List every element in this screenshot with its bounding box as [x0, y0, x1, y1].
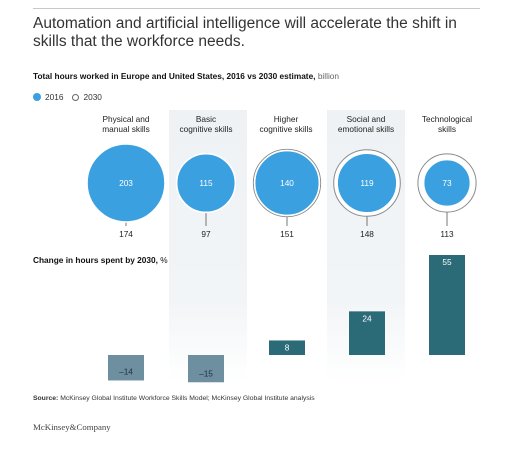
value-label-2016: 203 — [119, 178, 133, 188]
value-label-2016: 115 — [199, 178, 213, 188]
value-label-2016: 73 — [442, 178, 452, 188]
legend-item-2030: 2030 — [72, 92, 102, 102]
source-note: Source: McKinsey Global Institute Workfo… — [33, 395, 315, 402]
category-label-line: Social and — [346, 114, 386, 124]
change-bar — [269, 340, 305, 355]
brand-logo: McKinsey&Company — [33, 422, 111, 432]
legend: 2016 2030 — [33, 92, 111, 102]
value-label-2016: 119 — [360, 178, 374, 188]
change-bar-label: –14 — [119, 366, 133, 376]
category-label-line: Higher — [273, 114, 299, 124]
legend-item-2016: 2016 — [33, 92, 63, 102]
category-label-line: manual skills — [102, 124, 150, 134]
change-bar-label: 8 — [285, 342, 290, 352]
value-label-2030: 113 — [440, 229, 454, 239]
change-bar — [188, 355, 224, 383]
circle-2016 — [253, 149, 321, 217]
legend-label-2016: 2016 — [45, 92, 64, 102]
source-label: Source: — [33, 395, 59, 402]
change-bar-label: –15 — [199, 368, 213, 378]
legend-label-2030: 2030 — [83, 92, 102, 102]
headline: Automation and artificial intelligence w… — [33, 15, 457, 50]
value-label-2030: 97 — [201, 229, 211, 239]
value-label-2030: 148 — [360, 229, 374, 239]
change-bar-label: 24 — [362, 313, 372, 323]
change-axis-label-unit: % — [160, 255, 168, 265]
category-label-line: Technological — [421, 114, 473, 124]
value-label-2016: 140 — [280, 178, 294, 188]
category-label-line: cognitive skills — [179, 124, 233, 134]
outline-circle-icon — [72, 93, 80, 101]
circle-2016 — [422, 158, 472, 208]
top-rule — [33, 8, 480, 9]
category-label-social: Social and emotional skills — [326, 114, 406, 134]
change-bar-label: 55 — [442, 257, 452, 267]
chart-subtitle-text: Total hours worked in Europe and United … — [33, 71, 316, 81]
change-axis-label: Change in hours spent by 2030, % — [33, 255, 168, 266]
value-label-2030: 174 — [119, 229, 133, 239]
category-label-physical: Physical and manual skills — [86, 114, 166, 134]
circle-2016 — [86, 143, 166, 223]
circle-2016 — [175, 152, 237, 214]
change-bar — [429, 255, 465, 355]
category-label-technological: Technological skills — [407, 114, 487, 134]
category-label-line: emotional skills — [337, 124, 395, 134]
category-label-line: cognitive skills — [259, 124, 313, 134]
source-text: McKinsey Global Institute Workforce Skil… — [60, 395, 315, 402]
category-label-higher: Higher cognitive skills — [246, 114, 326, 134]
change-bar — [108, 355, 144, 381]
chart-subtitle: Total hours worked in Europe and United … — [33, 71, 339, 81]
value-label-2030: 151 — [280, 229, 294, 239]
category-label-line: Basic — [195, 114, 217, 124]
filled-circle-icon — [33, 93, 41, 101]
category-label-line: Physical and — [102, 114, 150, 124]
change-axis-label-text: Change in hours spent by 2030, — [33, 255, 158, 265]
category-label-line: skills — [438, 124, 456, 134]
chart-subtitle-unit: billion — [317, 71, 340, 81]
circle-2016 — [336, 152, 398, 214]
change-bar — [349, 311, 385, 355]
category-label-basic: Basic cognitive skills — [166, 114, 246, 134]
